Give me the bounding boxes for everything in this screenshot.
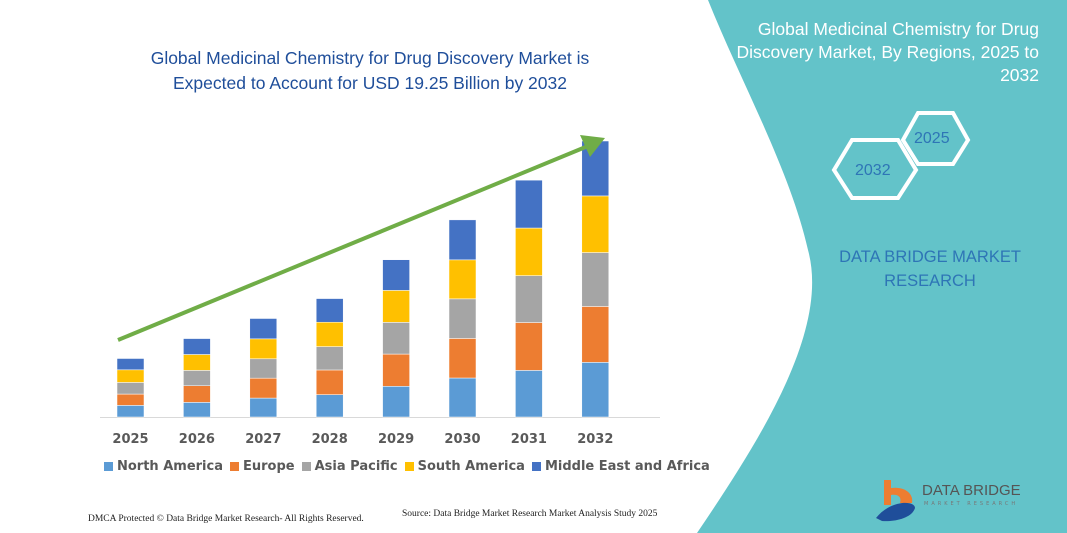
bar-segment-2025-north-america	[116, 405, 145, 418]
bar-segment-2026-north-america	[183, 402, 211, 418]
bar-segment-2028-middle-east-and-africa	[315, 298, 344, 323]
bar-segment-2030-south-america	[448, 259, 477, 300]
x-tick-label: 2029	[378, 432, 414, 447]
bar-segment-2027-north-america	[249, 397, 278, 418]
side-panel-title: Global Medicinal Chemistry for Drug Disc…	[736, 19, 1040, 85]
bar-segment-2028-south-america	[315, 321, 344, 347]
data-bridge-logo-icon	[876, 480, 915, 522]
logo-text: DATA BRIDGE	[922, 482, 1021, 499]
bar-segment-2032-north-america	[581, 362, 610, 418]
bar-segment-2029-middle-east-and-africa	[382, 259, 410, 291]
trend-arrow-line	[117, 144, 589, 342]
legend-label: Middle East and Africa	[544, 459, 710, 474]
legend-item: Asia Pacific	[301, 459, 398, 474]
bar-segment-2032-asia-pacific	[581, 252, 610, 307]
bar-segment-2026-south-america	[183, 354, 211, 371]
bar-segment-2027-europe	[249, 377, 278, 399]
legend-swatch	[230, 462, 239, 471]
bar-segment-2025-middle-east-and-africa	[116, 358, 145, 371]
legend-label: South America	[417, 459, 525, 474]
legend-label: North America	[117, 459, 223, 474]
bar-segment-2028-asia-pacific	[315, 346, 344, 371]
x-tick-label: 2027	[245, 432, 281, 447]
x-tick-label: 2028	[312, 432, 348, 447]
bar-segment-2028-europe	[315, 369, 344, 395]
bar-segment-2026-asia-pacific	[183, 370, 211, 386]
legend-label: Europe	[243, 459, 295, 474]
legend-swatch	[531, 462, 541, 471]
bar-segment-2027-south-america	[249, 338, 278, 360]
bar-segment-2031-europe	[515, 322, 543, 371]
bar-segment-2030-north-america	[448, 377, 477, 418]
bar-segment-2031-south-america	[515, 227, 543, 276]
bar-segment-2025-europe	[116, 393, 145, 406]
bar-segment-2027-asia-pacific	[249, 358, 278, 379]
copyright-text: DMCA Protected © Data Bridge Market Rese…	[88, 514, 364, 524]
bar-segment-2028-north-america	[315, 394, 344, 418]
hexagon-2032	[831, 138, 919, 200]
legend-item: Europe	[230, 459, 295, 474]
bar-segment-2029-asia-pacific	[382, 322, 410, 355]
source-text: Source: Data Bridge Market Research Mark…	[402, 509, 658, 519]
legend-swatch	[104, 462, 113, 471]
bar-segment-2030-europe	[448, 338, 477, 379]
x-tick-label: 2032	[577, 432, 613, 447]
bar-segment-2029-north-america	[382, 386, 410, 418]
bar-segment-2032-south-america	[581, 195, 610, 253]
teal-side-panel	[697, 0, 1067, 533]
bar-segment-2026-europe	[183, 385, 211, 403]
bar-segment-2027-middle-east-and-africa	[249, 318, 278, 340]
hex-label-2025: 2025	[914, 130, 950, 147]
legend-item: South America	[404, 459, 525, 474]
bar-segment-2025-asia-pacific	[116, 382, 145, 395]
legend-item: North America	[104, 459, 223, 474]
bar-segment-2031-north-america	[515, 370, 543, 418]
hex-label-2032: 2032	[855, 162, 891, 179]
bar-segment-2029-europe	[382, 353, 410, 387]
x-tick-label: 2026	[179, 432, 215, 447]
bar-segment-2025-south-america	[116, 369, 145, 383]
bar-segment-2032-europe	[581, 306, 610, 363]
bar-segment-2031-middle-east-and-africa	[515, 179, 543, 229]
bar-segment-2031-asia-pacific	[515, 275, 543, 323]
x-tick-label: 2025	[112, 432, 148, 447]
x-tick-label: 2031	[511, 432, 547, 447]
legend-swatch	[301, 462, 311, 471]
chart-legend: North America Europe Asia Pacific South …	[104, 459, 710, 474]
legend-item: Middle East and Africa	[531, 459, 710, 474]
chart-title: Global Medicinal Chemistry for Drug Disc…	[150, 48, 590, 93]
bar-segment-2029-south-america	[382, 290, 410, 323]
legend-label: Asia Pacific	[314, 459, 398, 474]
legend-swatch	[404, 462, 414, 471]
brand-text: DATA BRIDGE MARKET RESEARCH	[839, 248, 1021, 290]
bar-segment-2030-middle-east-and-africa	[448, 219, 477, 261]
trend-arrow-head	[580, 135, 605, 157]
hexagon-2025	[900, 111, 971, 166]
bar-segment-2026-middle-east-and-africa	[183, 338, 211, 355]
bar-segment-2030-asia-pacific	[448, 298, 477, 339]
logo-subtext: MARKET RESEARCH	[924, 501, 1019, 507]
x-tick-label: 2030	[444, 432, 480, 447]
